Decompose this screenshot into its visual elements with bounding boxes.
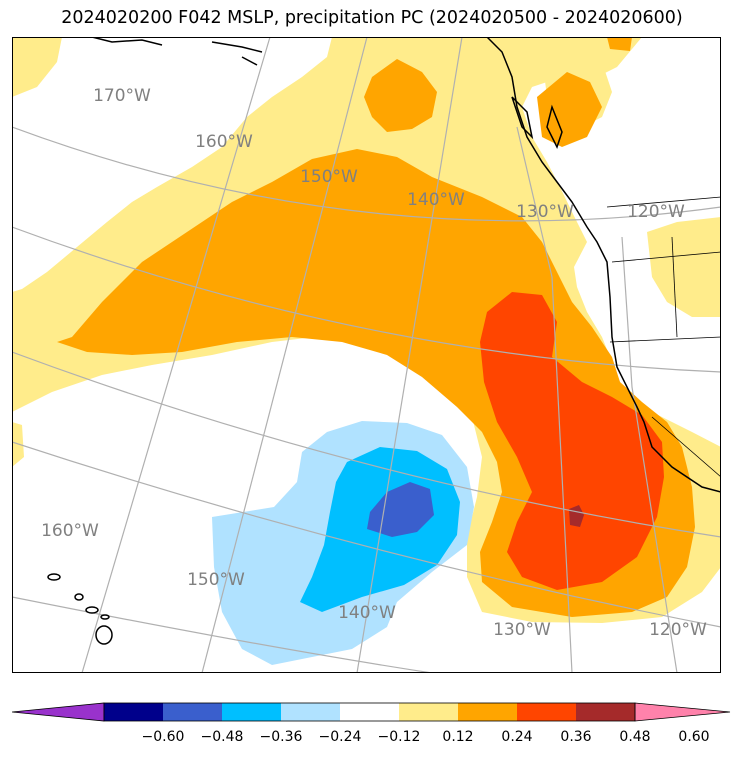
colorbar [12,702,731,722]
colorbar-extend-low [12,702,105,722]
colorbar-box [281,703,340,721]
colorbar-box [576,703,635,721]
colorbar-box [163,703,222,721]
colorbar-tick-label: −0.12 [377,729,421,745]
field-positive-0.12-north [12,37,62,97]
colorbar-tick-label: −0.24 [318,729,362,745]
lon-label-160w-south: 160°W [41,521,99,541]
colorbar-frame [103,702,636,722]
colorbar-box [517,703,576,721]
map-panel: 170°W 160°W 150°W 140°W 130°W 120°W 160°… [12,37,721,673]
lon-label-160w-north: 160°W [195,132,253,152]
chart-title: 2024020200 F042 MSLP, precipitation PC (… [61,8,683,28]
field-positive-0.36 [480,292,664,590]
coastlines [91,37,721,493]
colorbar-box [222,703,281,721]
colorbar-extend-high [634,702,731,722]
colorbar-tick-label: 0.12 [442,729,474,745]
colorbar-tick-label: −0.36 [259,729,303,745]
lon-label-150w-south: 150°W [187,570,245,590]
lon-label-130w-north: 130°W [516,202,574,222]
colorbar-tick-label: −0.60 [141,729,185,745]
lon-label-170w-north: 170°W [93,86,151,106]
graticule [12,37,721,673]
colorbar-tick-label: −0.48 [200,729,244,745]
colorbar-box [399,703,458,721]
lon-label-120w-south: 120°W [649,620,707,640]
colorbar-tick-label: 0.36 [560,729,592,745]
lon-label-130w-south: 130°W [493,620,551,640]
field-positive-0.24-north [364,59,437,132]
lon-label-120w-north: 120°W [627,202,685,222]
lon-label-150w-north: 150°W [300,167,358,187]
colorbar-tick-label: 0.60 [678,729,710,745]
colorbar-box [104,703,163,721]
lon-label-140w-north: 140°W [407,190,465,210]
map-frame [12,37,721,673]
field-positive-0.24-ne [537,72,602,147]
hawaii-islands [47,573,113,645]
colorbar-box [458,703,517,721]
lon-label-140w-south: 140°W [338,603,396,623]
colorbar-box [340,703,399,721]
field-positive-0.24-top [607,37,632,51]
field-negative-0.36 [367,482,434,537]
state-borders [606,196,721,478]
colorbar-tick-label: 0.24 [501,729,533,745]
field-positive-0.12-east [647,217,721,317]
colorbar-tick-label: 0.48 [619,729,651,745]
